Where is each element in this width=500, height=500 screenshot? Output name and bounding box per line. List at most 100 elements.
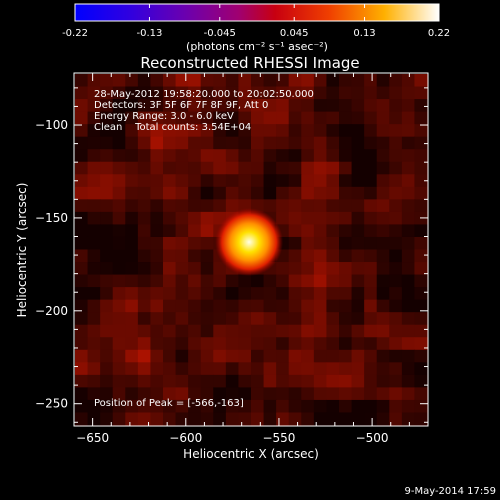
image-pixel [251, 149, 265, 163]
image-pixel [137, 262, 152, 276]
image-pixel [376, 312, 390, 326]
image-pixel [364, 274, 378, 288]
image-pixel [200, 186, 214, 200]
image-pixel [414, 274, 428, 288]
image-pixel [414, 262, 428, 276]
image-pixel [288, 374, 302, 388]
image-pixel [351, 186, 365, 200]
colorbar-tick-label: -0.045 [204, 28, 236, 39]
image-pixel [188, 161, 202, 175]
image-pixel [276, 299, 290, 313]
image-pixel [87, 186, 101, 200]
image-pixel [389, 99, 403, 113]
image-pixel [364, 149, 378, 163]
image-pixel [213, 337, 227, 351]
image-pixel [100, 99, 114, 113]
image-pixel [75, 86, 89, 100]
image-pixel [87, 337, 101, 351]
image-pixel [326, 274, 340, 288]
image-pixel [288, 211, 302, 226]
image-pixel [326, 224, 340, 238]
image-pixel [414, 362, 428, 376]
image-pixel [364, 124, 378, 138]
image-pixel [125, 161, 139, 175]
info-line-energy: Energy Range: 3.0 - 6.0 keV [94, 111, 234, 122]
image-pixel [313, 199, 328, 213]
image-pixel [401, 174, 416, 188]
image-pixel [313, 324, 328, 338]
image-pixel [288, 174, 302, 188]
image-pixel [339, 149, 353, 163]
image-pixel [313, 136, 328, 150]
image-pixel [112, 186, 126, 200]
image-pixel [276, 161, 290, 175]
image-pixel [100, 399, 114, 414]
image-pixel [414, 99, 428, 113]
image-pixel [238, 274, 252, 288]
image-pixel [75, 312, 89, 326]
image-pixel [188, 412, 202, 426]
image-pixel [163, 362, 177, 376]
image-pixel [401, 412, 416, 426]
image-pixel [351, 299, 365, 313]
image-pixel [301, 211, 315, 226]
image-pixel [112, 199, 126, 213]
image-pixel [75, 211, 89, 226]
image-pixel [100, 136, 114, 150]
image-pixel [87, 399, 101, 414]
image-pixel [150, 111, 164, 125]
image-pixel [213, 174, 227, 188]
image-pixel [112, 161, 126, 175]
image-pixel [339, 312, 353, 326]
image-pixel [213, 124, 227, 138]
image-pixel [326, 186, 340, 200]
image-pixel [238, 161, 252, 175]
image-pixel [326, 174, 340, 188]
image-pixel [175, 374, 189, 388]
image-pixel [150, 412, 164, 426]
image-pixel [364, 236, 378, 251]
image-pixel [75, 199, 89, 213]
image-pixel [125, 362, 139, 376]
image-pixel [414, 249, 428, 263]
image-pixel [238, 111, 252, 125]
image-pixel [225, 287, 240, 301]
image-pixel [263, 99, 277, 113]
image-pixel [276, 262, 290, 276]
image-pixel [112, 136, 126, 150]
image-pixel [276, 374, 290, 388]
image-pixel [137, 362, 152, 376]
image-pixel [188, 199, 202, 213]
image-pixel [100, 149, 114, 163]
image-pixel [75, 387, 89, 401]
image-pixel [175, 186, 189, 200]
image-pixel [251, 74, 265, 88]
image-pixel [75, 274, 89, 288]
image-pixel [188, 174, 202, 188]
image-pixel [288, 149, 302, 163]
image-pixel [251, 412, 265, 426]
image-pixel [188, 399, 202, 414]
image-pixel [414, 349, 428, 363]
image-pixel [112, 274, 126, 288]
image-pixel [339, 99, 353, 113]
image-pixel [112, 86, 126, 100]
image-pixel [364, 174, 378, 188]
image-pixel [163, 136, 177, 150]
y-axis-label: Heliocentric Y (arcsec) [15, 183, 29, 318]
image-pixel [150, 287, 164, 301]
image-pixel [175, 74, 189, 88]
image-pixel [288, 362, 302, 376]
image-pixel [401, 262, 416, 276]
image-pixel [238, 299, 252, 313]
image-pixel [414, 86, 428, 100]
image-pixel [288, 312, 302, 326]
image-pixel [301, 199, 315, 213]
image-pixel [87, 299, 101, 313]
image-pixel [389, 249, 403, 263]
image-pixel [251, 161, 265, 175]
image-pixel [401, 362, 416, 376]
image-pixel [100, 387, 114, 401]
image-pixel [401, 74, 416, 88]
x-axis-label: Heliocentric X (arcsec) [183, 447, 319, 461]
